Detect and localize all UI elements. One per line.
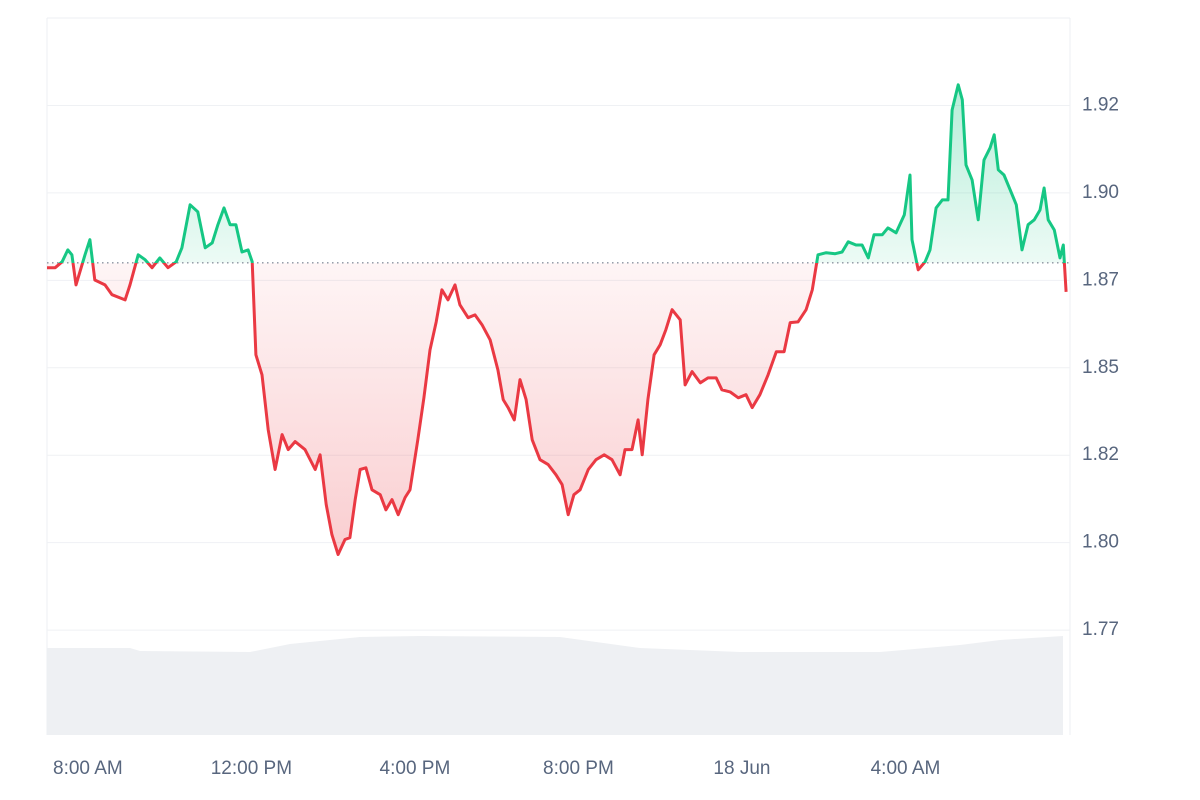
volume-area xyxy=(47,636,1063,735)
x-tick-label: 4:00 PM xyxy=(380,758,451,779)
area-above xyxy=(47,84,1067,263)
y-tick-label: 1.80 xyxy=(1082,532,1119,553)
x-tick-label: 8:00 AM xyxy=(53,758,123,779)
y-tick-label: 1.77 xyxy=(1082,619,1119,640)
x-tick-label: 8:00 PM xyxy=(543,758,614,779)
area-below xyxy=(47,262,1067,555)
price-line xyxy=(47,83,1068,556)
y-tick-label: 1.87 xyxy=(1082,269,1119,290)
y-tick-label: 1.90 xyxy=(1082,182,1119,203)
y-tick-label: 1.82 xyxy=(1082,444,1119,465)
y-tick-label: 1.85 xyxy=(1082,357,1119,378)
x-tick-label: 12:00 PM xyxy=(211,758,292,779)
x-tick-label: 4:00 AM xyxy=(871,758,941,779)
y-tick-label: 1.92 xyxy=(1082,94,1119,115)
x-tick-label: 18 Jun xyxy=(713,758,770,779)
